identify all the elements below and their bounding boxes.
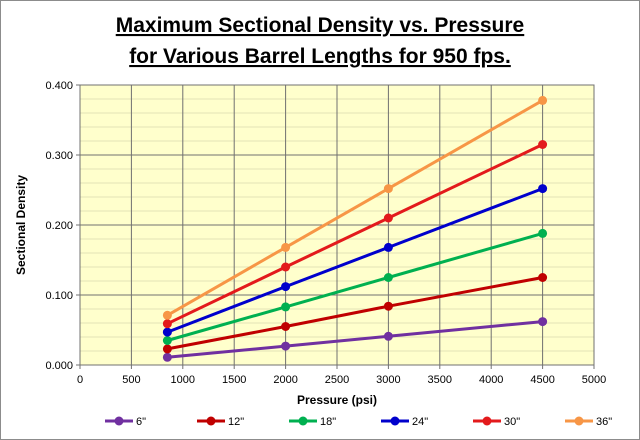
data-point bbox=[281, 262, 291, 272]
x-axis-label: Pressure (psi) bbox=[297, 393, 377, 407]
y-axis-label: Sectional Density bbox=[14, 175, 28, 275]
series-line-3 bbox=[166, 187, 544, 334]
data-point bbox=[281, 322, 291, 331]
data-point bbox=[383, 331, 393, 341]
series-line-0 bbox=[167, 320, 543, 359]
y-tick-label: 0.000 bbox=[45, 360, 73, 372]
data-point bbox=[281, 242, 291, 252]
legend-entry-label: 6" bbox=[136, 416, 146, 428]
series-line-2 bbox=[166, 231, 544, 342]
data-point bbox=[162, 336, 172, 345]
legend-swatch-marker bbox=[206, 416, 216, 426]
data-point bbox=[281, 282, 291, 292]
x-tick-label: 4500 bbox=[530, 374, 554, 386]
data-point bbox=[162, 319, 172, 329]
legend-entry-label: 36" bbox=[596, 416, 612, 428]
data-point bbox=[538, 184, 548, 194]
data-point bbox=[162, 344, 172, 354]
legend-entry-label: 18" bbox=[320, 416, 336, 428]
x-tick-label: 0 bbox=[77, 374, 83, 386]
data-point bbox=[383, 213, 393, 223]
legend-entry-label: 24" bbox=[412, 416, 428, 428]
x-tick-label: 2500 bbox=[325, 374, 349, 386]
y-tick-label: 0.200 bbox=[45, 220, 73, 232]
x-tick-label: 3500 bbox=[428, 374, 452, 386]
data-point bbox=[383, 301, 393, 311]
legend-swatch-marker bbox=[482, 416, 492, 426]
series-line-5 bbox=[166, 99, 544, 317]
y-tick-label: 0.100 bbox=[45, 290, 73, 302]
x-tick-label: 2000 bbox=[273, 374, 297, 386]
series-line-4 bbox=[166, 143, 544, 326]
y-tick-label: 0.400 bbox=[45, 80, 73, 92]
x-tick-label: 500 bbox=[122, 374, 140, 386]
x-tick-label: 3000 bbox=[376, 374, 400, 386]
series-line-1 bbox=[167, 276, 543, 351]
data-point bbox=[538, 140, 548, 149]
data-point bbox=[538, 228, 548, 238]
data-point bbox=[162, 310, 172, 320]
data-point bbox=[383, 184, 393, 194]
x-tick-label: 5000 bbox=[582, 374, 606, 386]
chart-title-line-1: Maximum Sectional Density vs. Pressure bbox=[116, 14, 525, 37]
x-tick-label: 4000 bbox=[479, 374, 503, 386]
data-point bbox=[383, 242, 393, 252]
legend-swatch-marker bbox=[390, 416, 400, 426]
y-tick-label: 0.300 bbox=[45, 150, 73, 162]
legend-entry-label: 12" bbox=[228, 416, 244, 428]
legend-swatch-marker bbox=[114, 416, 124, 426]
legend-swatch-marker bbox=[298, 416, 308, 426]
data-point bbox=[383, 273, 393, 282]
x-tick-label: 1000 bbox=[171, 374, 195, 386]
legend-swatch-marker bbox=[574, 416, 584, 426]
plot-area: 0 500 1000 1500 2000 2500 3000 3500 4000 4500 5000… bbox=[45, 80, 606, 386]
legend-entry-label: 30" bbox=[504, 416, 520, 428]
data-point bbox=[162, 352, 172, 362]
data-point bbox=[162, 327, 172, 337]
data-point bbox=[538, 95, 548, 105]
data-point bbox=[538, 317, 548, 327]
x-tick-label: 1500 bbox=[222, 374, 246, 386]
data-point bbox=[281, 341, 291, 351]
data-point bbox=[538, 273, 548, 282]
data-point bbox=[281, 302, 291, 312]
chart-title-line-2: for Various Barrel Lengths for 950 fps. bbox=[129, 45, 511, 68]
legend: 6" 12" 18" 24" 30" 36" bbox=[105, 416, 612, 428]
